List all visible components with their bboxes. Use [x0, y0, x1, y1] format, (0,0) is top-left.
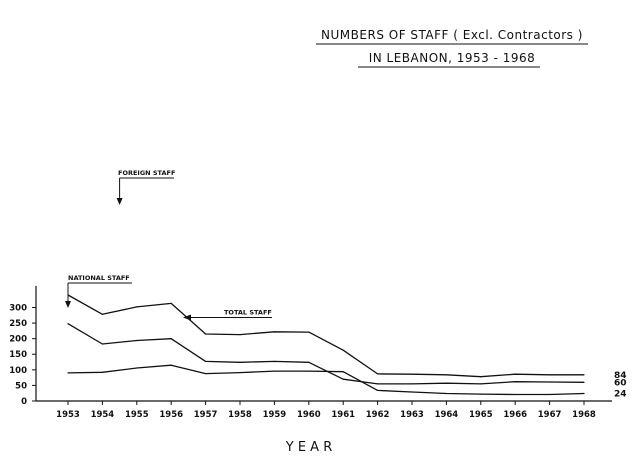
data-point [514, 393, 516, 396]
chart-title-line2: IN LEBANON, 1953 - 1968 [369, 51, 536, 65]
data-point [136, 339, 138, 342]
total-staff-line [67, 294, 584, 378]
series-group [67, 294, 585, 396]
data-point [273, 331, 275, 333]
data-point [273, 370, 275, 372]
data-point [583, 374, 585, 376]
data-point [101, 371, 103, 373]
data-point [205, 360, 207, 363]
x-tick-label: 1960 [297, 410, 321, 420]
y-tick-label: 250 [9, 319, 27, 329]
data-point [239, 372, 241, 374]
data-point [136, 306, 138, 308]
data-point [273, 360, 275, 363]
x-tick-label: 1953 [56, 410, 80, 420]
data-point [411, 373, 413, 375]
data-point [170, 338, 172, 340]
x-tick-label: 1963 [400, 410, 424, 420]
data-point [308, 361, 310, 363]
x-tick-label: 1965 [469, 410, 493, 420]
x-tick-label: 1957 [194, 410, 218, 420]
data-point [342, 371, 344, 373]
data-point [549, 374, 551, 376]
y-tick-label: 50 [15, 381, 27, 391]
total-staff-label: TOTAL STAFF [224, 308, 272, 316]
data-point [205, 333, 207, 335]
data-point [549, 381, 551, 383]
data-point [583, 392, 585, 395]
data-point [445, 382, 447, 384]
x-tick-label: 1954 [91, 410, 115, 420]
data-point [445, 392, 447, 395]
data-point [67, 372, 69, 374]
x-tick-label: 1966 [503, 410, 527, 420]
data-point [514, 381, 516, 383]
data-point [377, 373, 379, 375]
x-tick-label: 1961 [331, 410, 355, 420]
data-point [67, 323, 69, 325]
x-tick-label: 1967 [538, 410, 562, 420]
x-tick-label: 1959 [263, 410, 287, 420]
ticks: 0 50 100 150 200 250 300 1953 1954 1955 1956 1957 19… [9, 303, 596, 420]
data-point [239, 334, 241, 336]
data-point [514, 373, 516, 375]
data-point [583, 381, 585, 383]
series-end-label: 24 [614, 390, 627, 400]
y-tick-label: 300 [9, 303, 27, 313]
data-point [205, 372, 207, 375]
y-tick-label: 100 [9, 366, 27, 376]
data-point [170, 302, 172, 305]
national-staff-arrowhead [65, 301, 71, 308]
data-point [308, 370, 310, 372]
data-point [170, 364, 172, 366]
x-tick-label: 1958 [228, 410, 252, 420]
data-point [549, 393, 551, 396]
data-point [342, 349, 344, 351]
x-tick-label: 1964 [435, 410, 459, 420]
data-point [308, 331, 310, 333]
x-tick-label: 1962 [366, 410, 390, 420]
data-point [480, 376, 482, 378]
total-staff-arrowhead [183, 314, 191, 321]
foreign-staff-label: FOREIGN STAFF [118, 169, 175, 177]
foreign-staff-arrowhead [116, 198, 123, 205]
data-point [136, 367, 138, 369]
data-point [101, 313, 103, 315]
series-end-label: 84 [614, 371, 627, 381]
y-tick-label: 150 [9, 350, 27, 360]
national-staff-label: NATIONAL STAFF [68, 274, 130, 282]
data-point [101, 343, 103, 345]
data-point [480, 393, 482, 395]
data-point [342, 378, 344, 380]
x-tick-label: 1955 [125, 410, 149, 420]
chart-title-line1: NUMBERS OF STAFF ( Excl. Contractors ) [321, 28, 583, 42]
data-point [480, 383, 482, 385]
data-point [377, 383, 379, 385]
data-point [411, 383, 413, 385]
x-axis-title: Y E A R [285, 440, 332, 455]
y-tick-label: 0 [21, 397, 27, 407]
y-tick-label: 200 [9, 335, 27, 345]
data-point [445, 374, 447, 376]
data-point [377, 389, 379, 392]
national-staff-line [67, 364, 585, 396]
series-end-label: 60 [614, 378, 627, 388]
x-tick-label: 1968 [572, 410, 596, 420]
data-point [411, 391, 413, 393]
data-point [239, 361, 241, 363]
x-tick-label: 1956 [159, 410, 183, 420]
axes [35, 285, 612, 402]
